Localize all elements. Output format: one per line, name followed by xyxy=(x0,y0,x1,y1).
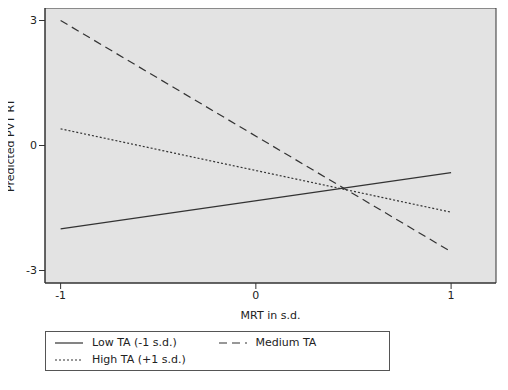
svg-text:3: 3 xyxy=(30,14,37,27)
html-text:Medium TA: Medium TA xyxy=(255,336,317,349)
svg-text:1: 1 xyxy=(448,289,455,302)
svg-text:0: 0 xyxy=(30,139,37,152)
svg-text:Predicted PVT RT: Predicted PVT RT xyxy=(8,99,17,192)
svg-text:MRT in s.d.: MRT in s.d. xyxy=(241,309,301,322)
html-text:Low TA (-1 s.d.): Low TA (-1 s.d.) xyxy=(92,336,177,349)
svg-text:-3: -3 xyxy=(26,264,37,277)
svg-text:0: 0 xyxy=(252,289,259,302)
html-text:High TA (+1 s.d.): High TA (+1 s.d.) xyxy=(92,353,186,366)
svg-text:-1: -1 xyxy=(55,289,66,302)
